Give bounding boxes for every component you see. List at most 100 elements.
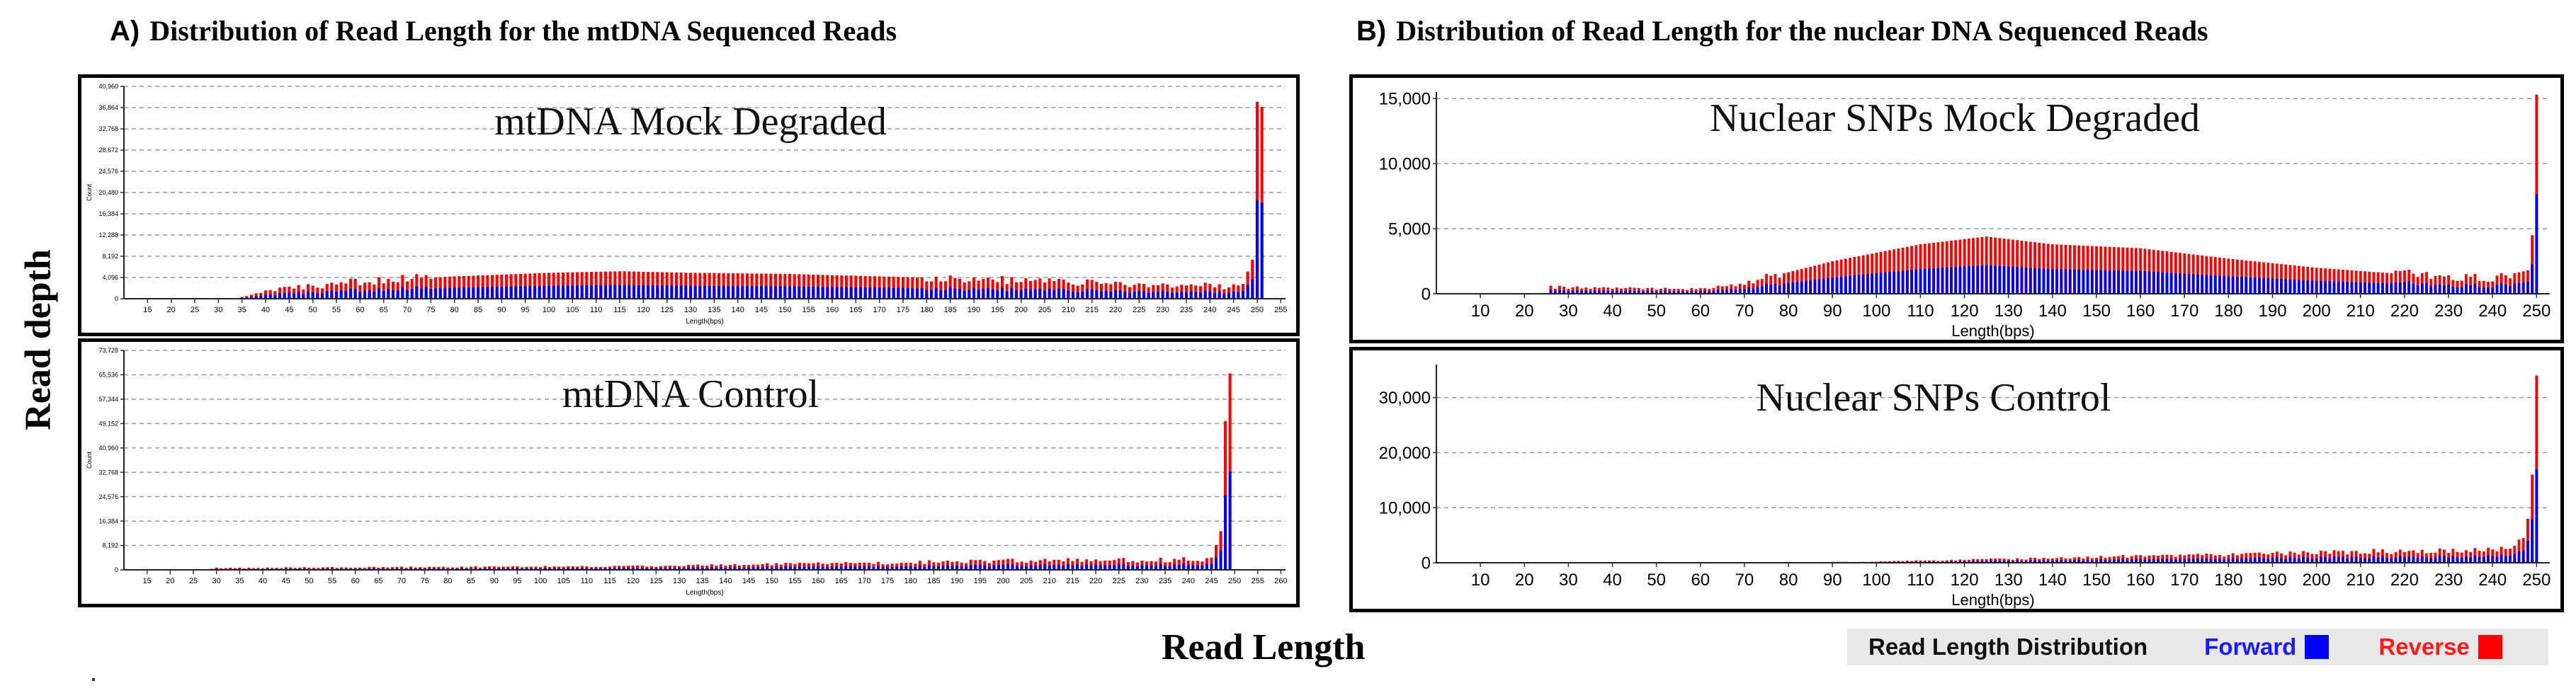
bar-forward: [1703, 291, 1706, 294]
bar-forward: [816, 287, 820, 299]
bar-forward: [1954, 267, 1958, 294]
bar-forward: [2469, 285, 2473, 294]
bar-forward: [812, 286, 815, 299]
bar-forward: [1024, 288, 1028, 299]
x-tick-label: 195: [991, 306, 1004, 314]
bar-forward: [821, 287, 824, 299]
bar-reverse: [978, 559, 982, 570]
bar-forward: [761, 566, 764, 570]
bar-forward: [2473, 555, 2477, 563]
x-tick-label: 100: [543, 306, 555, 314]
x-tick-label: 70: [403, 306, 412, 314]
bar-forward: [268, 294, 272, 299]
bar-forward: [1976, 265, 1980, 294]
bar-forward: [263, 294, 268, 299]
bar-forward: [437, 568, 441, 570]
y-tick-label: 73,728: [98, 347, 118, 354]
bar-forward: [646, 285, 650, 299]
bar-forward: [453, 287, 456, 299]
bar-forward: [2016, 267, 2019, 294]
bar-forward: [987, 566, 991, 570]
bar-forward: [2082, 270, 2085, 294]
x-tick-label: 45: [285, 306, 293, 314]
bar-forward: [1186, 565, 1190, 570]
bar-forward: [1173, 564, 1176, 570]
y-axis-title: Count: [86, 452, 93, 469]
bar-forward: [872, 566, 875, 570]
bar-reverse: [2359, 554, 2362, 563]
bar-forward: [1043, 290, 1047, 299]
bar-forward: [1145, 566, 1149, 570]
bar-forward: [915, 287, 919, 299]
bar-forward: [1038, 565, 1042, 570]
bar-forward: [2442, 285, 2446, 294]
bar-forward: [1998, 265, 2002, 294]
bar-forward: [470, 568, 473, 570]
bar-reverse: [326, 567, 329, 570]
bar-forward: [410, 288, 414, 299]
x-tick-label: 25: [189, 577, 198, 585]
x-tick-label: 180: [920, 306, 933, 314]
bar-forward: [2055, 269, 2059, 294]
bar-forward: [1584, 290, 1588, 294]
bar-forward: [488, 568, 492, 570]
bar-forward: [1967, 266, 1970, 294]
bar-forward: [353, 288, 357, 299]
x-tick-label: 60: [356, 306, 364, 314]
bar-forward: [733, 566, 737, 570]
bar-forward: [2416, 285, 2419, 294]
bar-reverse: [923, 563, 926, 570]
bar-forward: [533, 286, 537, 299]
bar-forward: [2531, 518, 2534, 563]
bar-forward: [1080, 566, 1084, 570]
bar-forward: [640, 567, 644, 570]
bar-forward: [1000, 287, 1004, 299]
bar-forward: [2073, 560, 2076, 563]
bar-forward: [1002, 564, 1005, 570]
bar-forward: [923, 566, 926, 570]
bar-forward: [2196, 274, 2199, 294]
bar-reverse: [2064, 244, 2067, 294]
bar-reverse: [2364, 271, 2366, 294]
bar-forward: [2451, 287, 2455, 294]
x-tick-label: 120: [1951, 571, 1979, 590]
bar-forward: [2337, 556, 2340, 563]
bar-forward: [1980, 561, 1984, 563]
bar-forward: [368, 290, 371, 299]
bar-reverse: [1122, 558, 1125, 570]
bar-forward: [525, 568, 528, 570]
bar-reverse: [826, 564, 829, 570]
bar-forward: [511, 568, 514, 570]
bar-forward: [2531, 264, 2534, 294]
bar-forward: [509, 286, 513, 299]
bar-forward: [2372, 556, 2376, 563]
bar-forward: [1562, 290, 1566, 294]
bar-forward: [2284, 559, 2288, 563]
bar-forward: [802, 286, 806, 299]
bar-forward: [858, 566, 861, 570]
bar-forward: [1624, 290, 1628, 294]
bar-forward: [2064, 560, 2067, 563]
bar-forward: [835, 566, 839, 570]
bar-forward: [2460, 557, 2463, 563]
bar-forward: [1123, 292, 1127, 299]
bar-forward: [1255, 200, 1259, 299]
bar-reverse: [2447, 553, 2451, 563]
x-tick-label: 110: [1907, 302, 1934, 321]
x-tick-label: 120: [627, 577, 640, 585]
bar-reverse: [2332, 550, 2336, 563]
legend-reverse-label: Reverse: [2378, 634, 2470, 660]
bar-forward: [901, 287, 905, 299]
bar-forward: [608, 568, 612, 570]
bar-forward: [2262, 277, 2266, 294]
bar-forward: [2086, 270, 2089, 294]
bar-forward: [1905, 270, 1909, 294]
bar-reverse: [2442, 276, 2446, 294]
bar-forward: [2504, 284, 2507, 294]
bar-forward: [1133, 292, 1136, 299]
bar-forward: [1857, 275, 1861, 294]
bar-forward: [939, 290, 943, 299]
bar-reverse: [1099, 561, 1102, 570]
x-tick-label: 210: [2347, 302, 2375, 321]
bar-reverse: [1147, 287, 1150, 299]
